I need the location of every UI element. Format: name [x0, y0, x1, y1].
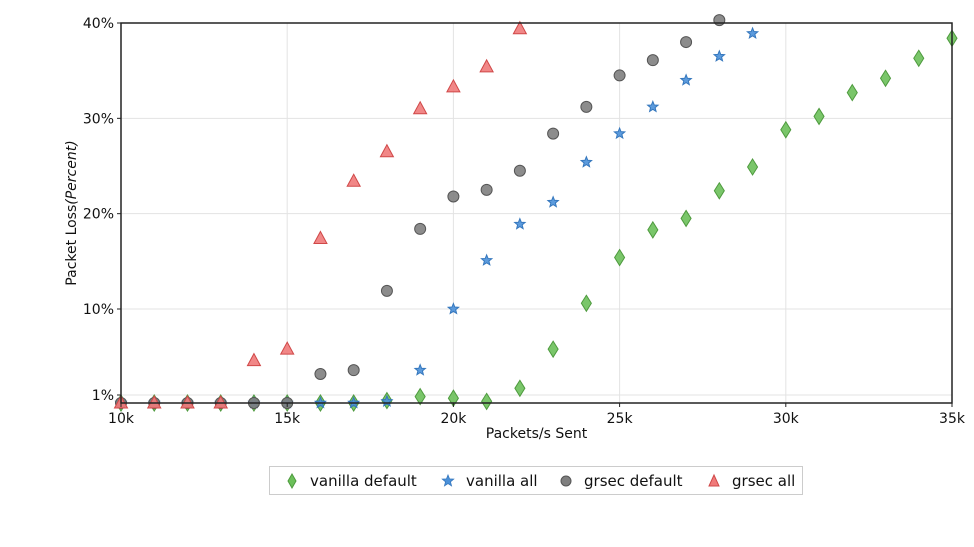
- data-point: [746, 26, 760, 40]
- data-point: [680, 36, 693, 49]
- plot-frame: [120, 22, 953, 404]
- data-point: [713, 181, 725, 200]
- triangle-marker-icon: [708, 473, 720, 487]
- data-point: [414, 387, 426, 406]
- data-point: [514, 379, 526, 398]
- x-tick-label: 35k: [939, 411, 966, 427]
- data-point: [680, 209, 692, 228]
- data-point: [414, 222, 427, 235]
- data-point: [646, 100, 660, 113]
- data-point: [813, 107, 825, 126]
- data-point: [513, 164, 526, 177]
- series-grsec-default: [115, 14, 726, 409]
- x-tick-label: 10k: [108, 411, 135, 427]
- data-point: [613, 126, 627, 140]
- data-point: [679, 73, 693, 86]
- data-point: [446, 302, 460, 315]
- data-point: [480, 183, 493, 196]
- data-point: [380, 394, 394, 407]
- y-axis-label-unit: (Percent): [64, 140, 80, 204]
- data-point: [646, 54, 659, 67]
- data-point: [846, 83, 858, 102]
- x-tick-label: 20k: [440, 411, 467, 427]
- legend-label: vanilla all: [466, 472, 538, 490]
- data-point: [413, 363, 427, 376]
- data-point: [480, 253, 494, 266]
- data-point: [347, 364, 360, 377]
- data-point: [412, 100, 428, 115]
- legend-label: grsec default: [584, 472, 683, 490]
- y-tick-label: 40%: [83, 16, 114, 32]
- circle-marker-icon: [560, 475, 572, 487]
- star-marker-icon: [441, 473, 455, 487]
- y-axis-label-main: Packet Loss: [64, 205, 80, 286]
- y-tick-label: 30%: [83, 111, 114, 127]
- data-point: [512, 20, 528, 35]
- data-point: [380, 284, 393, 297]
- data-point: [513, 217, 527, 230]
- data-point: [313, 230, 328, 244]
- data-point: [279, 341, 295, 355]
- data-point: [613, 69, 626, 82]
- series-vanilla-default: [115, 29, 958, 412]
- data-point: [614, 248, 626, 267]
- data-point: [446, 78, 461, 93]
- data-point: [780, 120, 792, 139]
- data-point: [580, 100, 593, 113]
- data-point: [246, 352, 262, 367]
- data-point: [180, 394, 195, 409]
- x-tick-label: 25k: [607, 411, 634, 427]
- diamond-marker-icon: [287, 473, 297, 489]
- data-point: [746, 158, 759, 176]
- y-tick-label: 10%: [83, 302, 114, 318]
- data-point: [447, 190, 460, 203]
- data-point: [879, 69, 892, 88]
- data-point: [481, 392, 493, 411]
- data-point: [547, 127, 560, 140]
- data-point: [146, 394, 162, 409]
- data-point: [547, 340, 559, 359]
- data-point: [479, 58, 494, 73]
- x-axis-label: Packets/s Sent: [486, 426, 588, 442]
- y-axis-label: Packet Loss(Percent): [64, 140, 80, 285]
- data-point: [579, 155, 593, 168]
- grid-lines: [121, 23, 952, 403]
- legend-label: vanilla default: [310, 472, 417, 490]
- data-point: [913, 49, 925, 68]
- data-point: [713, 14, 726, 27]
- data-point: [712, 49, 726, 62]
- data-point: [213, 394, 229, 409]
- x-tick-label: 15k: [274, 411, 301, 427]
- legend: vanilla default vanilla all grsec defaul…: [269, 466, 803, 495]
- y-tick-label: 1%: [92, 388, 114, 404]
- axis-ticks: 10k 15k 20k 25k 30k 35k 1% 10% 20% 30% 40%: [83, 16, 966, 427]
- data-point: [580, 294, 592, 313]
- x-tick-label: 30k: [773, 411, 800, 427]
- data-point: [314, 367, 327, 380]
- legend-label: grsec all: [732, 472, 796, 490]
- data-point: [346, 173, 362, 187]
- data-point: [546, 195, 560, 208]
- series-vanilla-all: [114, 26, 760, 409]
- data-point: [379, 143, 395, 158]
- data-points: [113, 14, 958, 412]
- series-grsec-all: [113, 20, 528, 409]
- y-tick-label: 20%: [83, 207, 114, 223]
- data-point: [647, 220, 659, 239]
